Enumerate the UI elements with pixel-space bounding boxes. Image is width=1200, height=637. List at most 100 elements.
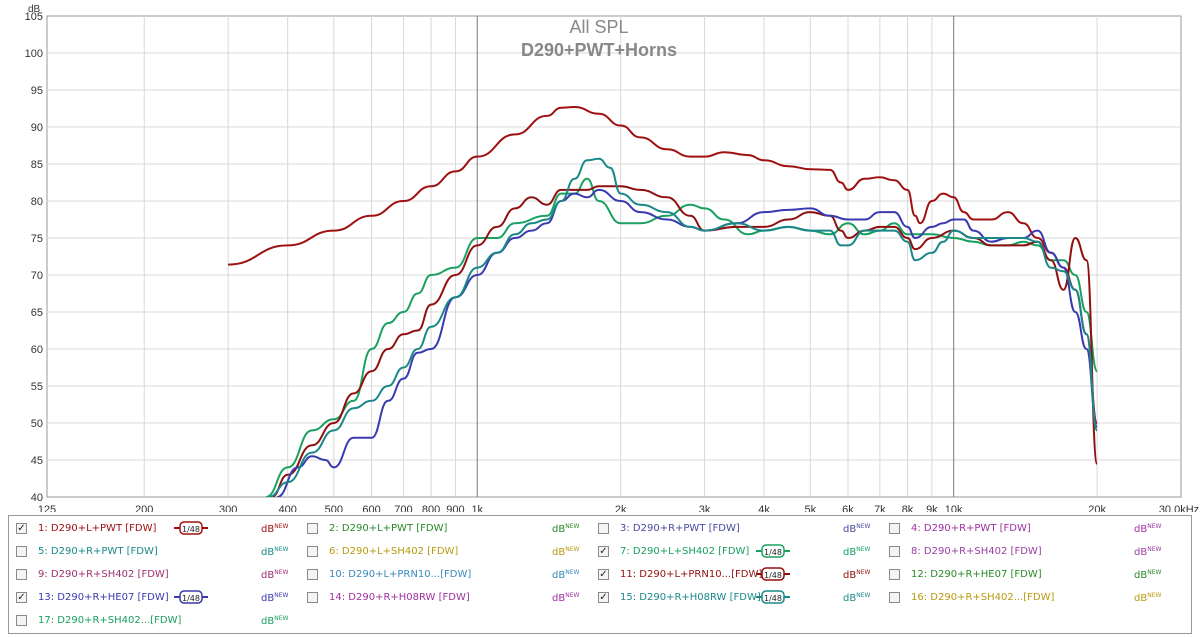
legend-item-11[interactable]: ✓ 11: D290+L+PRN10...[FDW] 1/48 dBNEW [598,567,883,587]
legend-checkbox[interactable]: ✓ [598,546,609,557]
legend-item-10[interactable]: 10: D290+L+PRN10...[FDW] dBNEW [307,567,592,587]
legend-checkbox[interactable] [307,569,318,580]
legend-item-17[interactable]: 17: D290+R+SH402...[FDW] dBNEW [16,613,301,633]
y-tick-label: 85 [31,159,43,171]
y-tick-label: 40 [31,492,43,504]
series-line-5 [268,157,1099,497]
legend-label: 1: D290+L+PWT [FDW] [38,523,157,534]
y-tick-label: 70 [31,270,43,282]
x-tick-label: 125 [38,504,56,512]
legend-db-units[interactable]: dBNEW [261,523,289,535]
smoothing-badge[interactable]: 1/48 [174,521,208,535]
series-group [228,105,1099,497]
legend-checkbox[interactable] [16,615,27,626]
legend-db-units[interactable]: dBNEW [261,615,289,627]
legend-checkbox[interactable] [889,569,900,580]
y-tick-label: 105 [25,11,43,23]
legend-label: 4: D290+R+PWT [FDW] [911,523,1031,534]
legend-checkbox[interactable] [598,523,609,534]
y-tick-label: 60 [31,344,43,356]
legend-item-15[interactable]: ✓ 15: D290+R+H08RW [FDW] 1/48 dBNEW [598,590,883,610]
legend-db-units[interactable]: dBNEW [552,569,580,581]
legend-item-14[interactable]: 14: D290+R+H08RW [FDW] dBNEW [307,590,592,610]
legend-db-units[interactable]: dBNEW [1134,523,1162,535]
legend-label: 2: D290+L+PWT [FDW] [329,523,448,534]
legend-label: 11: D290+L+PRN10...[FDW] [620,569,763,580]
x-tick-label: 300 [219,504,237,512]
y-tick-label: 65 [31,307,43,319]
legend-db-units[interactable]: dBNEW [261,546,289,558]
legend-item-8[interactable]: 8: D290+R+SH402 [FDW] dBNEW [889,544,1174,564]
legend-label: 6: D290+L+SH402 [FDW] [329,546,459,557]
chart-title: All SPL [569,17,628,37]
legend-checkbox[interactable] [307,546,318,557]
chart-subtitle: D290+PWT+Horns [521,40,677,60]
legend-db-units[interactable]: dBNEW [1134,592,1162,604]
legend-checkbox[interactable] [307,592,318,603]
legend-checkbox[interactable] [889,523,900,534]
legend-db-units[interactable]: dBNEW [843,592,871,604]
legend-checkbox[interactable]: ✓ [598,592,609,603]
y-tick-label: 55 [31,381,43,393]
y-axis-label: dB [28,4,41,15]
legend-checkbox[interactable]: ✓ [16,592,27,603]
legend-checkbox[interactable]: ✓ [598,569,609,580]
legend-item-13[interactable]: ✓ 13: D290+R+HE07 [FDW] 1/48 dBNEW [16,590,301,610]
legend-db-units[interactable]: dBNEW [261,592,289,604]
smoothing-badge[interactable]: 1/48 [174,590,208,604]
y-tick-label: 50 [31,418,43,430]
legend-checkbox[interactable]: ✓ [16,523,27,534]
legend-db-units[interactable]: dBNEW [552,592,580,604]
smoothing-badge[interactable]: 1/48 [756,544,790,558]
legend-item-12[interactable]: 12: D290+R+HE07 [FDW] dBNEW [889,567,1174,587]
legend-db-units[interactable]: dBNEW [1134,569,1162,581]
x-tick-label: 900 [446,504,464,512]
y-tick-label: 90 [31,122,43,134]
x-tick-label: 6k [842,504,854,512]
legend-checkbox[interactable] [889,546,900,557]
legend-label: 12: D290+R+HE07 [FDW] [911,569,1042,580]
x-tick-label: 3k [699,504,711,512]
legend-label: 17: D290+R+SH402...[FDW] [38,615,182,626]
legend-item-6[interactable]: 6: D290+L+SH402 [FDW] dBNEW [307,544,592,564]
legend-item-16[interactable]: 16: D290+R+SH402...[FDW] dBNEW [889,590,1174,610]
x-tick-label: 600 [362,504,380,512]
legend-label: 9: D290+R+SH402 [FDW] [38,569,169,580]
legend-label: 10: D290+L+PRN10...[FDW] [329,569,472,580]
legend-checkbox[interactable] [16,569,27,580]
legend-db-units[interactable]: dBNEW [552,546,580,558]
smoothing-badge[interactable]: 1/48 [756,590,790,604]
x-tick-label: 2k [615,504,627,512]
legend-item-7[interactable]: ✓ 7: D290+L+SH402 [FDW] 1/48 dBNEW [598,544,883,564]
legend-db-units[interactable]: dBNEW [552,523,580,535]
legend-checkbox[interactable] [889,592,900,603]
legend-db-units[interactable]: dBNEW [843,523,871,535]
y-tick-label: 75 [31,233,43,245]
legend-item-2[interactable]: 2: D290+L+PWT [FDW] dBNEW [307,521,592,541]
grid [47,16,1181,497]
x-ticks: 125 200 300 400 500 600 700 800 900 1k 2k 3k 4k 5k 6k 7… [38,504,1199,512]
legend-item-1[interactable]: ✓ 1: D290+L+PWT [FDW] 1/48 dBNEW [16,521,301,541]
x-tick-label: 4k [758,504,770,512]
legend-db-units[interactable]: dBNEW [843,569,871,581]
legend-checkbox[interactable] [307,523,318,534]
legend-db-units[interactable]: dBNEW [261,569,289,581]
x-tick-label: 7k [874,504,886,512]
x-tick-label: 400 [278,504,296,512]
legend-item-3[interactable]: 3: D290+R+PWT [FDW] dBNEW [598,521,883,541]
legend-checkbox[interactable] [16,546,27,557]
y-tick-label: 45 [31,455,43,467]
legend-db-units[interactable]: dBNEW [1134,546,1162,558]
legend-item-9[interactable]: 9: D290+R+SH402 [FDW] dBNEW [16,567,301,587]
y-tick-label: 95 [31,85,43,97]
smoothing-badge[interactable]: 1/48 [756,567,790,581]
legend-db-units[interactable]: dBNEW [843,546,871,558]
legend-item-4[interactable]: 4: D290+R+PWT [FDW] dBNEW [889,521,1174,541]
x-tick-label: 1k [471,504,483,512]
series-line-1 [228,105,1099,424]
legend-label: 3: D290+R+PWT [FDW] [620,523,740,534]
x-tick-label: 20k [1088,504,1106,512]
legend-item-5[interactable]: 5: D290+R+PWT [FDW] dBNEW [16,544,301,564]
legend-label: 16: D290+R+SH402...[FDW] [911,592,1055,603]
legend-label: 15: D290+R+H08RW [FDW] [620,592,761,603]
